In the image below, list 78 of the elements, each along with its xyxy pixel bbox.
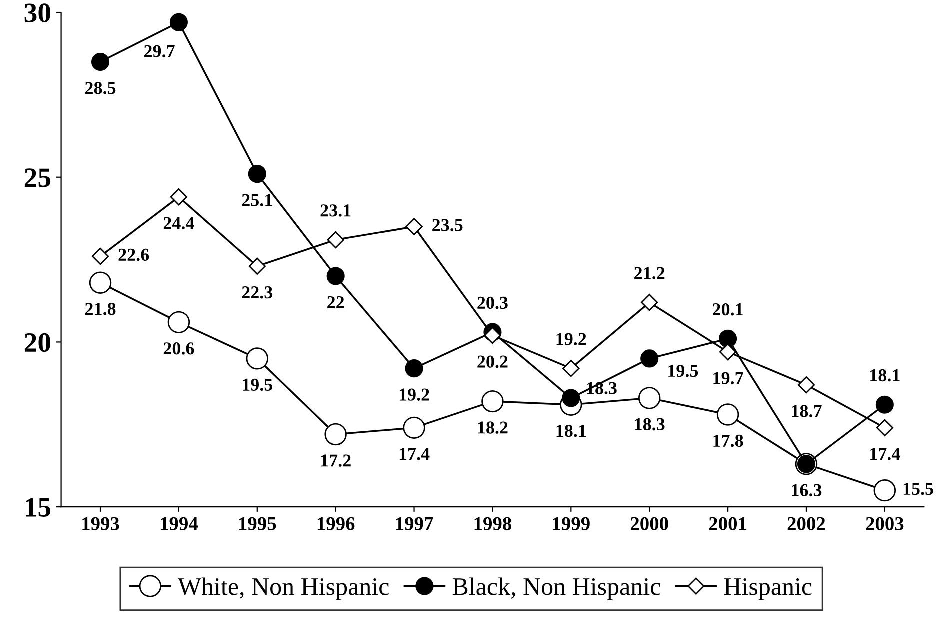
data-label: 18.2 <box>478 422 508 434</box>
point <box>719 330 738 348</box>
legend-label: Black, Non Hispanic <box>452 578 660 600</box>
point <box>716 404 740 426</box>
data-label: 28.5 <box>85 82 116 94</box>
x-tick-label: 2000 <box>630 517 668 530</box>
y-tick-label: 30 <box>24 4 51 22</box>
point <box>91 52 110 71</box>
data-label: 24.4 <box>164 217 194 230</box>
legend-label: White, Non Hispanic <box>178 578 389 600</box>
data-label: 21.8 <box>85 302 116 316</box>
x-tick-label: 1996 <box>318 517 355 530</box>
point <box>640 350 659 368</box>
data-label: 15.5 <box>904 483 934 496</box>
data-label: 22.3 <box>242 286 273 299</box>
data-label: 25.1 <box>242 194 272 206</box>
x-tick-label: 1993 <box>82 517 120 530</box>
point <box>89 272 112 294</box>
y-tick-label: 20 <box>24 333 51 352</box>
point <box>638 387 661 410</box>
point <box>326 267 345 286</box>
point <box>248 165 266 184</box>
point <box>403 416 426 440</box>
data-label: 20.6 <box>164 342 194 355</box>
point <box>876 396 894 414</box>
point <box>874 479 896 502</box>
data-label: 18.1 <box>556 424 586 438</box>
data-label: 18.1 <box>870 369 900 382</box>
x-tick-label: 2003 <box>866 517 904 530</box>
point <box>168 311 190 334</box>
point <box>482 390 504 413</box>
data-label: 19.5 <box>668 364 698 378</box>
data-label: 19.2 <box>556 333 586 346</box>
x-tick-label: 1997 <box>396 517 434 530</box>
data-label: 19.2 <box>400 388 430 401</box>
point <box>484 327 502 344</box>
x-tick-label: 2001 <box>709 517 746 530</box>
point <box>248 258 266 275</box>
data-label: 22 <box>328 296 344 308</box>
data-label: 17.8 <box>714 434 744 448</box>
x-tick-label: 1994 <box>161 517 198 530</box>
data-label: 23.1 <box>320 204 351 217</box>
point <box>92 248 110 266</box>
data-label: 17.4 <box>870 448 900 460</box>
data-label: 19.7 <box>714 372 744 384</box>
point <box>406 218 423 236</box>
point <box>327 231 344 249</box>
data-label: 18.7 <box>792 405 822 418</box>
data-label: 17.4 <box>400 448 430 460</box>
point <box>876 419 894 436</box>
data-label: 20.2 <box>478 356 508 368</box>
data-label: 29.7 <box>144 45 175 58</box>
point <box>170 13 188 32</box>
point <box>405 360 424 378</box>
x-tick-label: 1999 <box>553 517 590 530</box>
point <box>641 294 658 312</box>
data-label: 22.6 <box>118 248 150 262</box>
y-tick-label: 15 <box>26 498 51 517</box>
point <box>562 360 580 378</box>
x-tick-label: 1998 <box>474 517 512 530</box>
data-label: 20.1 <box>713 303 743 316</box>
data-label: 21.2 <box>634 267 665 280</box>
point <box>246 348 269 370</box>
point <box>719 344 737 361</box>
x-tick-label: 1995 <box>240 517 276 530</box>
point <box>798 376 816 394</box>
legend-label: Hispanic <box>724 578 812 600</box>
point <box>562 389 580 408</box>
data-label: 18.3 <box>635 418 665 431</box>
data-label: 17.2 <box>321 454 351 467</box>
point <box>170 188 188 206</box>
data-label: 16.3 <box>792 484 822 497</box>
data-label: 19.5 <box>243 378 273 392</box>
x-tick-label: 2002 <box>788 517 826 530</box>
point <box>324 423 347 446</box>
data-label: 20.3 <box>478 296 508 310</box>
data-label: 23.5 <box>432 219 463 232</box>
y-tick-label: 25 <box>24 168 51 188</box>
